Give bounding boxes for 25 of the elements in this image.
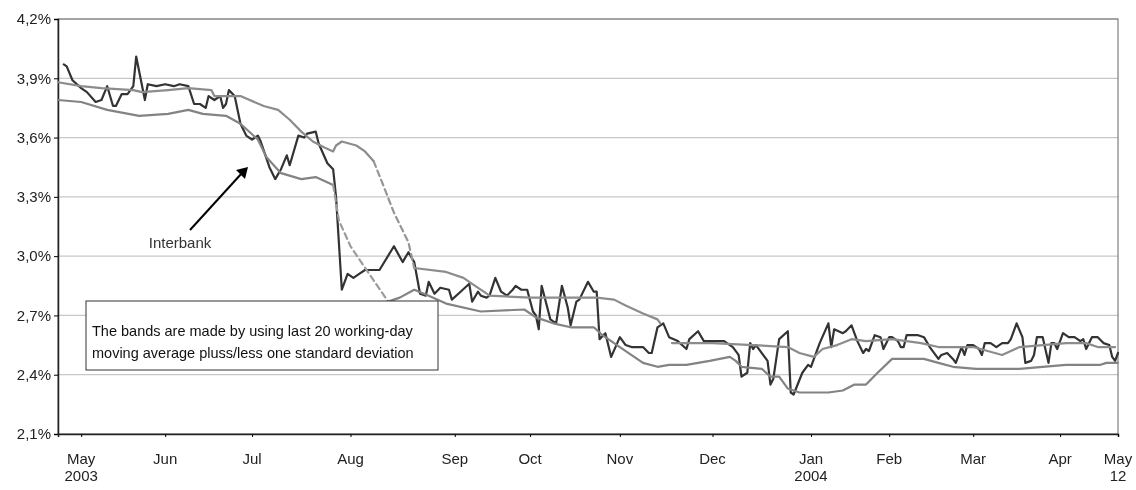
y-tick-label: 2,4% [16, 366, 51, 384]
x-tick-label: May 12 [1103, 450, 1133, 484]
x-tick-label: Dec [699, 450, 727, 467]
annotation: The bands are made by using last 20 working-day moving average pluss/less one standard deviation [92, 323, 414, 361]
y-tick-label: 3,0% [16, 247, 51, 265]
y-tick-label: 2,7% [16, 306, 51, 324]
text: Interbank [148, 234, 212, 251]
y-tick-label: 4,2% [16, 10, 51, 28]
x-tick-label: Feb [876, 450, 903, 467]
x-tick-label: Jun [153, 450, 178, 467]
line-series [332, 183, 390, 303]
x-tick-label: Nov [606, 450, 634, 467]
x-tick-label: Apr [1048, 450, 1072, 467]
x-tick-label: Aug [337, 450, 364, 467]
x-tick-label: Sep [441, 450, 469, 467]
x-tick-label: May 2003 [64, 450, 98, 484]
x-tick-label: Mar [960, 450, 987, 467]
y-tick-label: 3,6% [16, 128, 51, 146]
y-tick-label: 2,1% [16, 425, 51, 443]
x-tick-label: Jan 2004 [794, 450, 828, 484]
x-tick-label: Oct [518, 450, 543, 467]
y-tick-label: 3,9% [16, 69, 51, 87]
line-series [372, 160, 416, 270]
x-tick-label: Jul [242, 450, 262, 467]
y-tick-label: 3,3% [16, 188, 51, 206]
